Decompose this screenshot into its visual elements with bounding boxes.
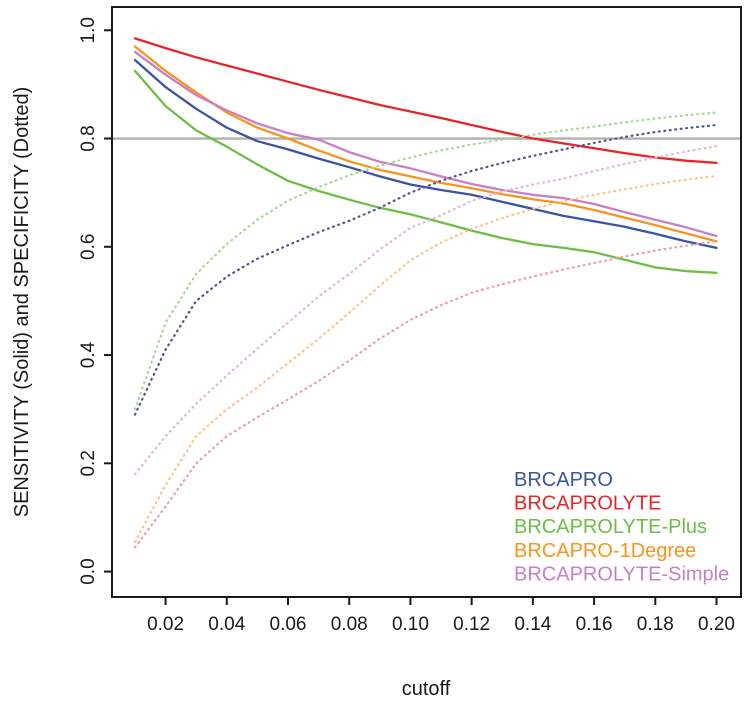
y-tick-label: 0.8: [78, 125, 99, 151]
x-axis-title: cutoff: [402, 678, 451, 700]
y-tick-label: 0.4: [78, 341, 99, 368]
series-line-brcapro-1degree-dotted: [133, 174, 718, 543]
axis-labels-layer: cutoff SENSITIVITY (Solid) and SPECIFICI…: [11, 87, 451, 700]
x-tick-label: 0.04: [208, 614, 245, 635]
y-tick-label: 1.0: [78, 17, 99, 43]
legend-label-brcaprolyte: BRCAPROLYTE: [514, 493, 661, 515]
series-line-brcaprolyte-plus-solid: [133, 69, 718, 274]
legend-label-brcapro: BRCAPRO: [514, 469, 613, 491]
x-tick-label: 0.16: [576, 614, 613, 635]
series-line-brcaprolyte-simple-solid: [133, 50, 718, 238]
series-line-brcaprolyte-solid: [133, 37, 718, 165]
series-line-brcaprolyte-dotted: [133, 240, 718, 549]
y-tick-label: 0.6: [78, 234, 99, 260]
x-tick-label: 0.20: [698, 614, 735, 635]
series-layer: [133, 37, 718, 549]
y-tick-label: 0.2: [78, 450, 99, 476]
legend-label-brcaprolyte-simple: BRCAPROLYTE-Simple: [514, 563, 729, 585]
x-tick-label: 0.02: [147, 614, 184, 635]
y-tick-label: 0.0: [78, 558, 99, 584]
y-axis-title: SENSITIVITY (Solid) and SPECIFICITY (Dot…: [11, 87, 33, 518]
axis-ticks-layer: 0.02 0.04 0.06 0.08 0.10 0.12 0.14 0.16 0.18 0.20…: [78, 17, 735, 635]
x-tick-label: 0.10: [392, 614, 429, 635]
x-tick-label: 0.12: [453, 614, 490, 635]
x-tick-label: 0.06: [270, 614, 307, 635]
series-line-brcapro-1degree-solid: [133, 45, 718, 243]
legend-label-brcapro-1degree: BRCAPRO-1Degree: [514, 540, 696, 562]
series-line-brcapro-dotted: [133, 123, 718, 416]
x-tick-label: 0.14: [514, 614, 551, 635]
legend-label-brcaprolyte-plus: BRCAPROLYTE-Plus: [514, 516, 707, 538]
plot-box: [111, 6, 742, 598]
series-line-brcaprolyte-simple-dotted: [133, 145, 718, 476]
x-tick-label: 0.18: [637, 614, 674, 635]
x-tick-label: 0.08: [331, 614, 368, 635]
series-line-brcaprolyte-plus-dotted: [133, 111, 718, 411]
legend: BRCAPROBRCAPROLYTEBRCAPROLYTE-PlusBRCAPR…: [514, 469, 729, 585]
plot-box-layer: [111, 6, 742, 598]
